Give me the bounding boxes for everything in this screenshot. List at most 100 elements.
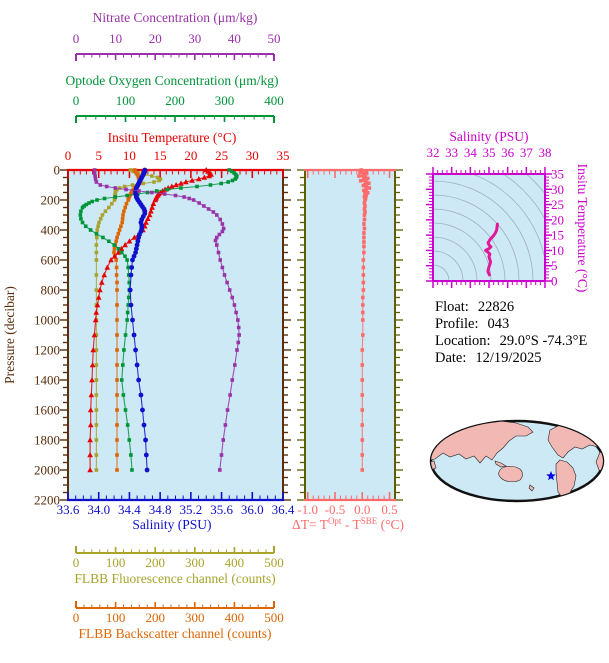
delta-t-title-sup-opt: Opt — [328, 516, 342, 526]
svg-text:0: 0 — [73, 31, 80, 46]
svg-text:100: 100 — [106, 555, 126, 570]
delta-t-curve — [357, 168, 372, 472]
svg-text:34.4: 34.4 — [118, 502, 141, 517]
map-land-greenland — [590, 421, 603, 431]
svg-text:600: 600 — [41, 253, 61, 268]
ts-salinity-title: Salinity (PSU) — [449, 129, 528, 144]
temperature-axis-title: Insitu Temperature (°C) — [108, 130, 237, 145]
float-id-line: Float: 22826 — [435, 299, 514, 315]
svg-text:25: 25 — [551, 197, 564, 212]
svg-text:35: 35 — [551, 167, 564, 182]
oxygen-axis-title: Optode Oxygen Concentration (μm/kg) — [65, 73, 278, 88]
fluorescence-axis-title: FLBB Fluorescence channel (counts) — [74, 571, 275, 586]
delta-t-panel: -1.0 -0.5 0.0 0.5 ΔT= TOpt - TSBE (°C) — [292, 168, 404, 532]
svg-text:50: 50 — [268, 31, 281, 46]
svg-text:2200: 2200 — [34, 493, 60, 508]
svg-text:30: 30 — [188, 31, 201, 46]
backscatter-axis-title: FLBB Backscatter channel (counts) — [78, 626, 271, 641]
svg-text:35: 35 — [277, 148, 290, 163]
svg-text:40: 40 — [228, 31, 241, 46]
map-land-africa-west-edge — [431, 460, 437, 471]
backscatter-axis-ticks: 0 100 200 300 400 500 — [73, 601, 284, 625]
nitrate-axis-ticks: 0 10 20 30 40 50 — [73, 31, 281, 61]
svg-text:38: 38 — [539, 145, 552, 160]
svg-text:0.0: 0.0 — [354, 502, 370, 517]
main-profile-plot: 0 5 10 15 20 25 30 35 33.6 34.0 34.4 34.8 35.2 35.6 36… — [2, 148, 295, 517]
float-id-value: 22826 — [478, 299, 514, 315]
svg-text:10: 10 — [551, 243, 564, 258]
svg-text:10: 10 — [123, 148, 136, 163]
svg-text:33: 33 — [445, 145, 458, 160]
float-location-star-icon — [546, 471, 556, 481]
svg-text:200: 200 — [165, 93, 185, 108]
svg-text:30: 30 — [246, 148, 259, 163]
nitrate-axis: Nitrate Concentration (μm/kg) 0 10 20 30 40 5… — [73, 10, 281, 61]
oxygen-axis: Optode Oxygen Concentration (μm/kg) 0 100… — [65, 73, 284, 123]
svg-text:0: 0 — [73, 93, 80, 108]
svg-text:5: 5 — [551, 258, 558, 273]
svg-text:0: 0 — [551, 274, 558, 289]
svg-text:36: 36 — [501, 145, 515, 160]
svg-text:300: 300 — [185, 610, 205, 625]
svg-text:0: 0 — [65, 148, 72, 163]
svg-text:100: 100 — [116, 93, 136, 108]
ts-curve — [484, 222, 499, 277]
ts-diagram-panel: Salinity (PSU) 32 33 34 35 36 37 3805101520253… — [426, 129, 590, 293]
svg-text:500: 500 — [264, 555, 284, 570]
main-plot-frame: 0 5 10 15 20 25 30 35 33.6 34.0 34.4 34.8 35.2 35.6 36… — [57, 148, 295, 517]
svg-text:36.4: 36.4 — [272, 502, 295, 517]
svg-text:1200: 1200 — [34, 343, 60, 358]
delta-t-frame — [304, 168, 396, 502]
svg-text:200: 200 — [41, 193, 61, 208]
svg-text:15: 15 — [154, 148, 167, 163]
nitrate-axis-title: Nitrate Concentration (μm/kg) — [93, 10, 258, 25]
svg-text:34: 34 — [464, 145, 478, 160]
delta-t-ticks: -1.0 -0.5 0.0 0.5 — [297, 169, 403, 517]
svg-text:35.2: 35.2 — [179, 502, 202, 517]
date-line: Date: 12/19/2025 — [435, 350, 541, 366]
salinity-axis-title: Salinity (PSU) — [132, 517, 211, 532]
svg-text:34.0: 34.0 — [87, 502, 110, 517]
svg-text:0.5: 0.5 — [381, 502, 397, 517]
map-land-australia — [498, 465, 523, 483]
svg-text:300: 300 — [215, 93, 235, 108]
svg-text:20: 20 — [149, 31, 162, 46]
svg-text:2000: 2000 — [34, 463, 60, 478]
date-value: 12/19/2025 — [475, 350, 541, 366]
svg-text:34.8: 34.8 — [149, 502, 172, 517]
location-value: 29.0°S -74.3°E — [500, 333, 588, 349]
date-label: Date: — [435, 350, 466, 366]
svg-text:1800: 1800 — [34, 433, 60, 448]
delta-t-title-prefix: ΔT= T — [292, 517, 329, 532]
svg-text:10: 10 — [109, 31, 122, 46]
svg-text:1400: 1400 — [34, 373, 60, 388]
profile-number-label: Profile: — [435, 316, 479, 332]
svg-text:20: 20 — [184, 148, 197, 163]
backscatter-axis: FLBB Backscatter channel (counts) 0 100 20… — [73, 601, 284, 641]
svg-text:20: 20 — [551, 212, 564, 227]
delta-t-title-mid: - T — [341, 517, 361, 532]
oxygen-axis-ticks: 0 100 200 300 400 — [73, 93, 284, 123]
ts-temperature-title: Insitu Temperature (°C) — [575, 164, 590, 293]
svg-text:15: 15 — [551, 228, 564, 243]
svg-text:400: 400 — [225, 610, 245, 625]
svg-text:800: 800 — [41, 283, 61, 298]
svg-text:500: 500 — [264, 610, 284, 625]
svg-text:100: 100 — [106, 610, 126, 625]
delta-t-title-suffix: (°C) — [377, 517, 404, 532]
svg-text:25: 25 — [215, 148, 228, 163]
float-id-label: Float: — [435, 299, 469, 315]
map-land-new-zealand — [528, 484, 535, 492]
svg-text:0: 0 — [54, 163, 61, 178]
svg-text:0: 0 — [73, 610, 80, 625]
svg-text:200: 200 — [145, 610, 165, 625]
delta-t-title-sup-sbe: SBE — [361, 516, 378, 526]
svg-text:-0.5: -0.5 — [325, 502, 346, 517]
svg-text:36.0: 36.0 — [241, 502, 264, 517]
profile-number-value: 043 — [488, 316, 510, 332]
svg-text:5: 5 — [95, 148, 102, 163]
location-line: Location: 29.0°S -74.3°E — [435, 333, 587, 349]
svg-text:33.6: 33.6 — [57, 502, 80, 517]
